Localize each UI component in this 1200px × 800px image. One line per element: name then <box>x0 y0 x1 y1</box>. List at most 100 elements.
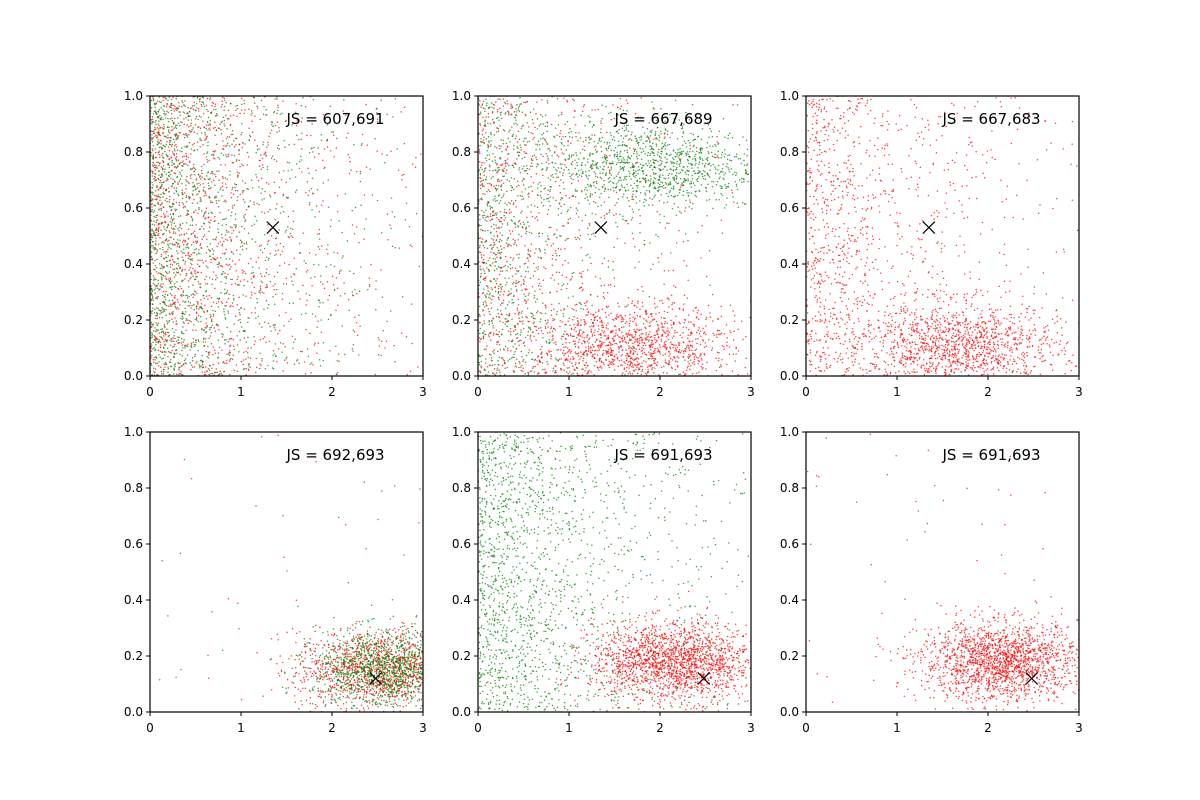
data-point <box>536 144 539 146</box>
data-point <box>587 161 589 164</box>
data-point <box>306 181 309 183</box>
data-point <box>672 185 675 187</box>
data-point <box>299 298 301 300</box>
data-point <box>340 269 342 271</box>
data-point <box>575 154 578 156</box>
data-point <box>592 232 595 235</box>
data-point <box>353 272 355 275</box>
data-point <box>169 278 172 281</box>
data-point <box>230 337 233 340</box>
data-point <box>653 162 656 165</box>
data-point <box>390 197 393 199</box>
data-point <box>254 139 256 141</box>
data-point <box>513 215 515 218</box>
data-point <box>282 283 285 285</box>
data-point <box>318 264 320 266</box>
data-point <box>563 333 565 335</box>
data-point <box>287 169 289 172</box>
data-point <box>483 170 485 173</box>
data-point <box>506 222 509 224</box>
data-point <box>231 161 234 164</box>
data-point <box>635 196 637 198</box>
data-point <box>358 354 360 356</box>
data-point <box>658 178 661 181</box>
data-point <box>597 205 599 208</box>
data-point <box>205 156 208 158</box>
data-point <box>164 199 167 201</box>
data-point <box>171 205 174 208</box>
data-point <box>191 259 193 262</box>
data-point <box>733 171 736 174</box>
data-point <box>626 357 628 359</box>
data-point <box>628 170 630 172</box>
data-point <box>153 247 156 249</box>
data-point <box>187 237 190 240</box>
data-point <box>153 210 156 212</box>
data-point <box>496 235 499 238</box>
data-point <box>605 154 608 157</box>
data-point <box>484 193 486 196</box>
data-point <box>186 246 189 248</box>
data-point <box>479 111 482 113</box>
data-point <box>224 125 226 127</box>
data-point <box>682 150 685 153</box>
data-point <box>257 256 260 259</box>
data-point <box>231 186 234 189</box>
data-point <box>520 103 523 105</box>
data-point <box>259 285 262 287</box>
data-point <box>351 347 354 350</box>
data-point <box>620 135 622 137</box>
data-point <box>214 103 217 105</box>
data-point <box>502 175 504 178</box>
axes-frame <box>149 95 424 377</box>
data-point <box>254 292 256 294</box>
data-point <box>665 192 668 195</box>
data-point <box>153 312 156 314</box>
data-point <box>179 267 181 269</box>
data-point <box>551 161 554 164</box>
data-point <box>158 120 160 122</box>
data-point <box>157 139 159 141</box>
data-point <box>216 170 218 172</box>
data-point <box>692 158 694 160</box>
data-point <box>694 155 696 158</box>
data-point <box>161 127 164 129</box>
data-point <box>600 178 603 180</box>
data-point <box>173 172 176 174</box>
data-point <box>210 331 213 334</box>
data-point <box>514 267 517 270</box>
data-point <box>330 314 332 317</box>
data-point <box>198 265 200 268</box>
data-point <box>386 213 389 215</box>
data-point <box>192 284 194 286</box>
data-point <box>665 183 668 185</box>
data-point <box>691 177 694 180</box>
data-point <box>182 321 185 323</box>
data-point <box>181 191 183 194</box>
data-point <box>617 144 620 147</box>
data-point <box>174 135 176 137</box>
data-point <box>212 313 215 315</box>
data-point <box>269 208 271 211</box>
data-point <box>151 208 154 211</box>
data-point <box>722 177 724 179</box>
data-point <box>581 164 583 166</box>
data-point <box>208 159 210 162</box>
data-point <box>151 228 153 231</box>
data-point <box>705 158 707 160</box>
data-point <box>199 315 202 318</box>
data-point <box>190 307 192 309</box>
data-point <box>217 301 220 303</box>
data-point <box>629 157 632 160</box>
data-point <box>515 163 517 165</box>
data-point <box>236 199 238 202</box>
data-point <box>576 161 578 164</box>
data-point <box>502 328 504 331</box>
data-point <box>733 155 736 158</box>
data-point <box>250 291 253 294</box>
data-point <box>493 228 495 230</box>
data-point <box>590 186 592 188</box>
data-point <box>272 324 275 326</box>
data-point <box>365 218 367 220</box>
data-point <box>184 206 187 208</box>
